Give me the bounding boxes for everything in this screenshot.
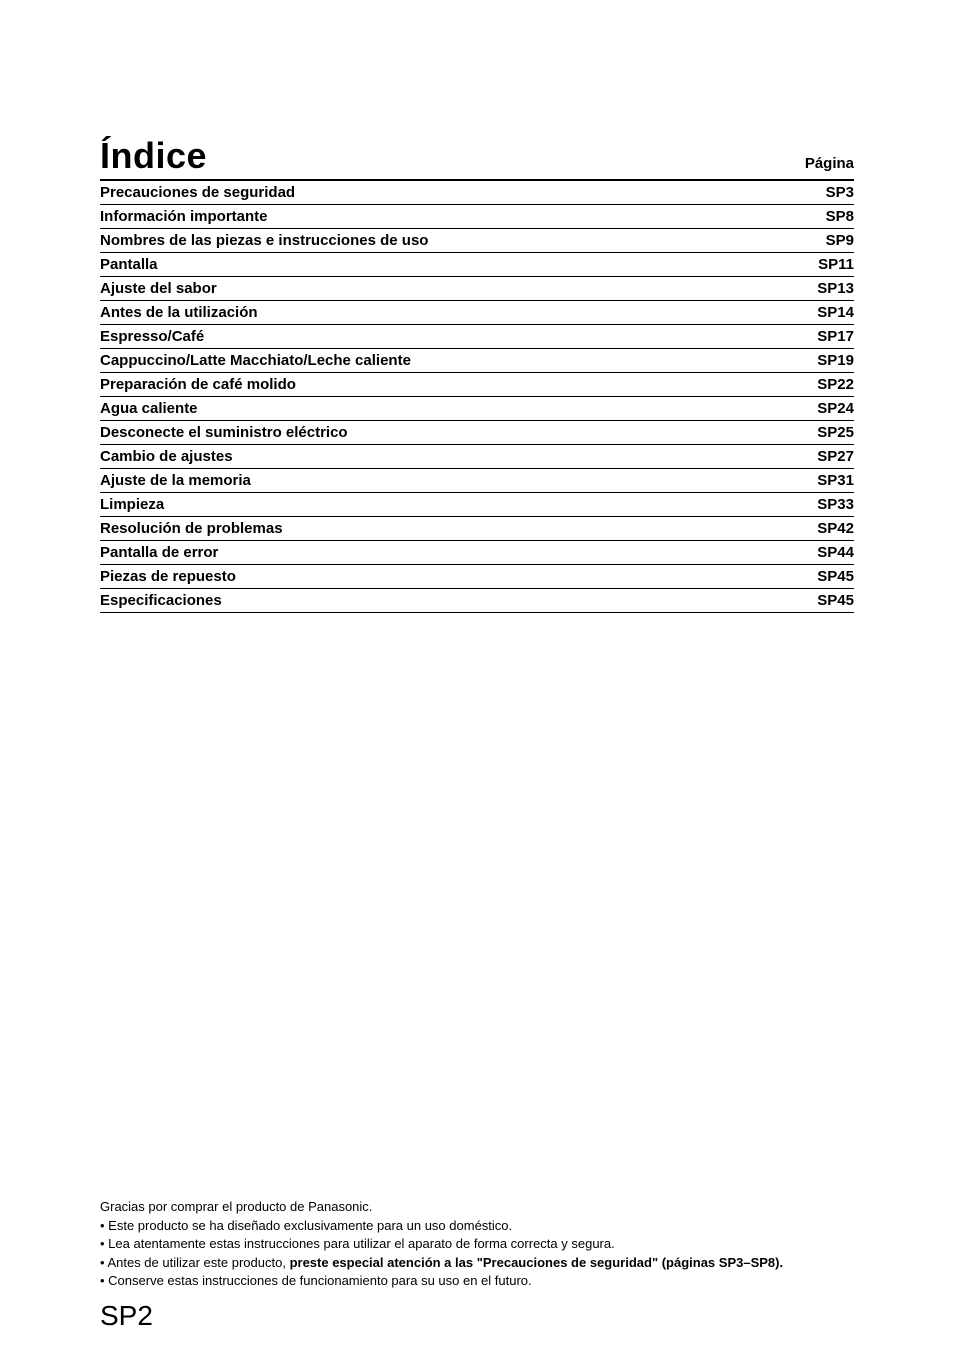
toc-row: Resolución de problemas SP42 [100,517,854,541]
toc-page: SP3 [806,184,854,201]
toc-row: Espresso/Café SP17 [100,325,854,349]
toc-label: Desconecte el suministro eléctrico [100,424,797,441]
toc-row: Pantalla SP11 [100,253,854,277]
toc-page: SP45 [797,568,854,585]
footer-bullet: • Antes de utilizar este producto, prest… [100,1254,854,1272]
bullet-text: Lea atentamente estas instrucciones para… [108,1236,615,1251]
toc-label: Cappuccino/Latte Macchiato/Leche calient… [100,352,797,369]
toc-page: SP27 [797,448,854,465]
footer-intro: Gracias por comprar el producto de Panas… [100,1198,854,1216]
toc-label: Ajuste del sabor [100,280,797,297]
toc-row: Pantalla de error SP44 [100,541,854,565]
toc-label: Pantalla [100,256,798,273]
toc-row: Precauciones de seguridad SP3 [100,181,854,205]
bullet-text-bold: preste especial atención a las "Precauci… [290,1255,784,1270]
footer-bullet: • Lea atentamente estas instrucciones pa… [100,1235,854,1253]
bullet-prefix: • [100,1218,108,1233]
page-column-header: Página [805,155,854,174]
toc-label: Cambio de ajustes [100,448,797,465]
bullet-text: Este producto se ha diseñado exclusivame… [108,1218,512,1233]
toc-page: SP45 [797,592,854,609]
page-number: SP2 [100,1300,153,1332]
toc-label: Información importante [100,208,806,225]
toc-page: SP25 [797,424,854,441]
title-row: Índice Página [100,135,854,181]
toc-page: SP14 [797,304,854,321]
toc-row: Ajuste de la memoria SP31 [100,469,854,493]
toc-row: Preparación de café molido SP22 [100,373,854,397]
toc-label: Piezas de repuesto [100,568,797,585]
toc-row: Cappuccino/Latte Macchiato/Leche calient… [100,349,854,373]
toc-row: Nombres de las piezas e instrucciones de… [100,229,854,253]
bullet-text: Conserve estas instrucciones de funciona… [108,1273,531,1288]
toc-page: SP13 [797,280,854,297]
toc-label: Resolución de problemas [100,520,797,537]
toc-row: Piezas de repuesto SP45 [100,565,854,589]
toc-page: SP33 [797,496,854,513]
table-of-contents: Precauciones de seguridad SP3 Informació… [100,181,854,613]
bullet-prefix: • [100,1273,108,1288]
toc-label: Agua caliente [100,400,797,417]
footer-notes: Gracias por comprar el producto de Panas… [100,1198,854,1290]
bullet-prefix: • [100,1236,108,1251]
toc-page: SP44 [797,544,854,561]
toc-label: Nombres de las piezas e instrucciones de… [100,232,806,249]
toc-label: Precauciones de seguridad [100,184,806,201]
toc-row: Cambio de ajustes SP27 [100,445,854,469]
toc-label: Especificaciones [100,592,797,609]
toc-page: SP42 [797,520,854,537]
toc-row: Agua caliente SP24 [100,397,854,421]
toc-row: Información importante SP8 [100,205,854,229]
toc-row: Especificaciones SP45 [100,589,854,613]
toc-label: Ajuste de la memoria [100,472,797,489]
toc-page: SP24 [797,400,854,417]
bullet-text-before: Antes de utilizar este producto, [107,1255,289,1270]
toc-label: Espresso/Café [100,328,797,345]
toc-label: Limpieza [100,496,797,513]
toc-row: Limpieza SP33 [100,493,854,517]
toc-page: SP8 [806,208,854,225]
footer-bullet: • Este producto se ha diseñado exclusiva… [100,1217,854,1235]
toc-page: SP19 [797,352,854,369]
toc-label: Pantalla de error [100,544,797,561]
toc-page: SP31 [797,472,854,489]
toc-page: SP17 [797,328,854,345]
toc-page: SP11 [798,256,854,273]
toc-label: Preparación de café molido [100,376,797,393]
toc-page: SP9 [806,232,854,249]
toc-page: SP22 [797,376,854,393]
toc-label: Antes de la utilización [100,304,797,321]
manual-page: Índice Página Precauciones de seguridad … [0,0,954,1350]
footer-bullet: • Conserve estas instrucciones de funcio… [100,1272,854,1290]
toc-row: Desconecte el suministro eléctrico SP25 [100,421,854,445]
page-title: Índice [100,135,207,177]
toc-row: Antes de la utilización SP14 [100,301,854,325]
toc-row: Ajuste del sabor SP13 [100,277,854,301]
